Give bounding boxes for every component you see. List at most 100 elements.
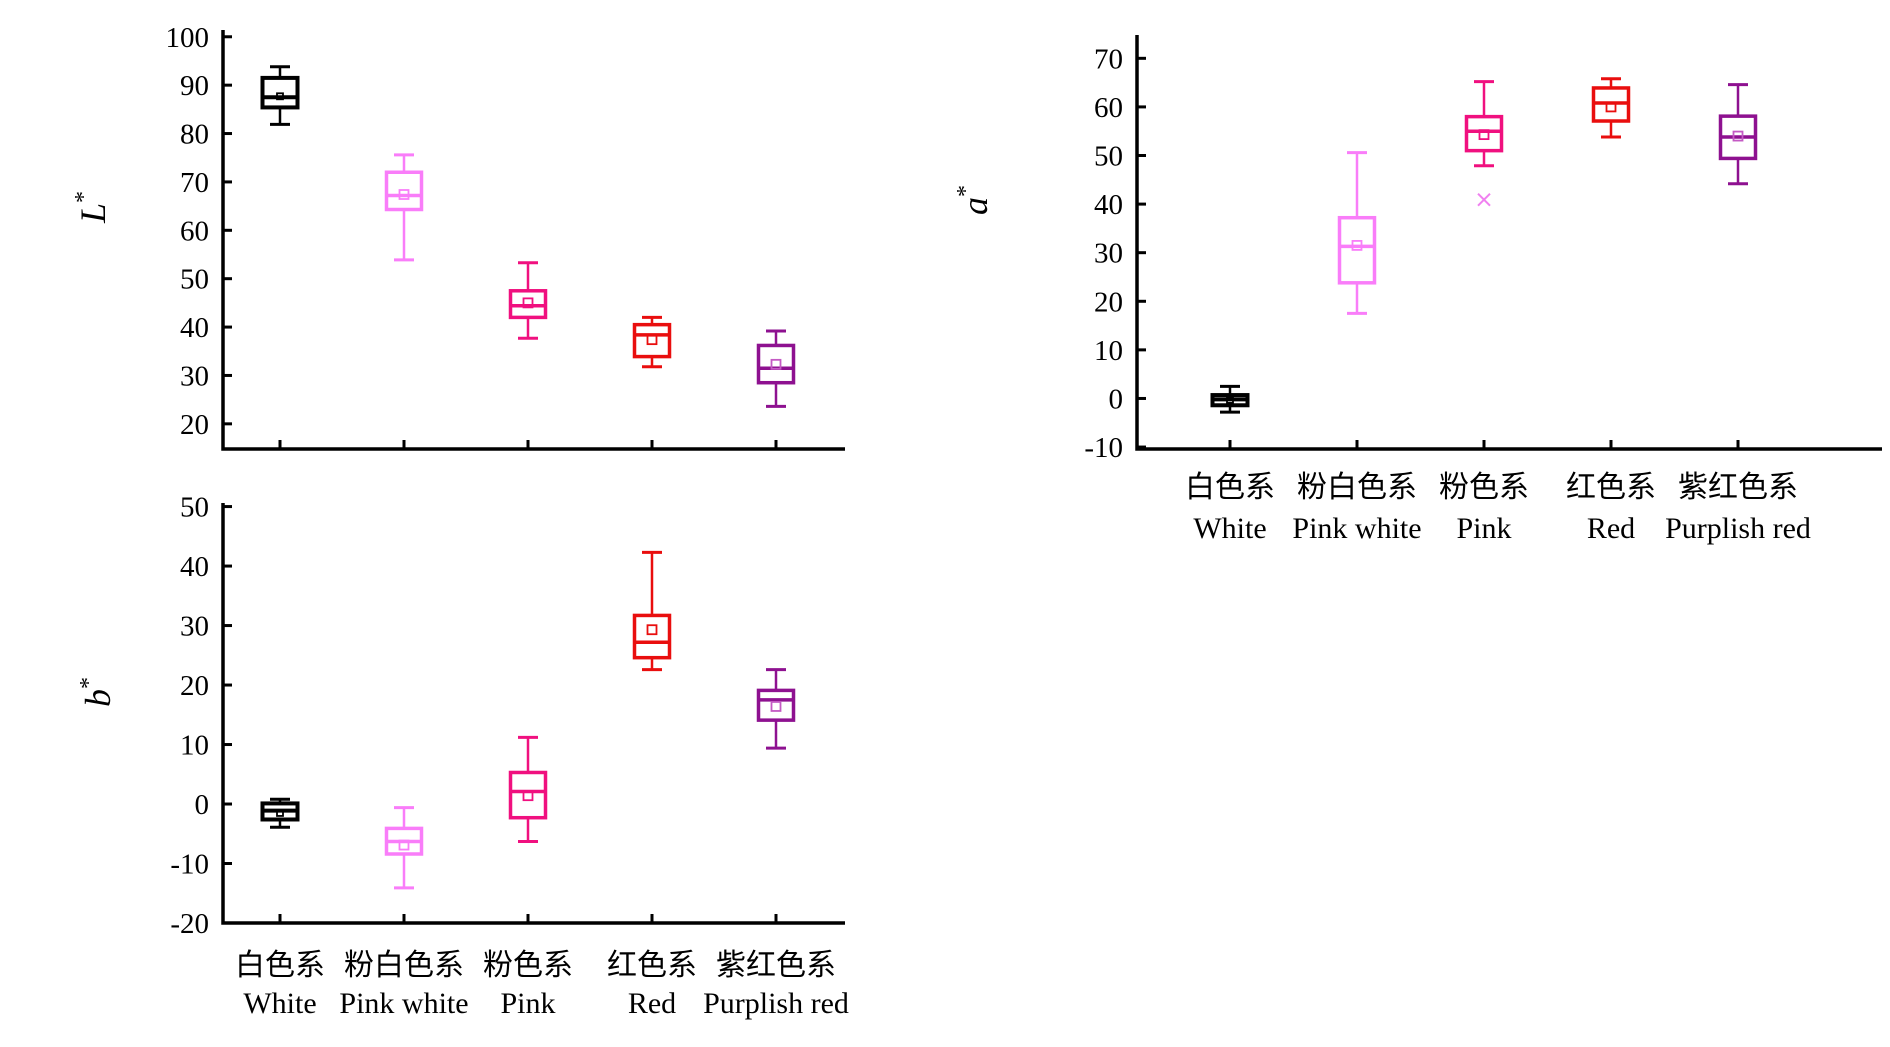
a-box-purplish-red — [1718, 83, 1758, 186]
category-label-zh: 粉白色系 — [1297, 471, 1417, 504]
a-y-axis-ticks: -10 0 10 20 30 40 50 60 70 — [1084, 43, 1146, 464]
y-tick-label: -10 — [170, 849, 209, 881]
iqr-box — [508, 770, 548, 820]
category-label-en: White — [243, 987, 316, 1020]
y-tick-label: 40 — [1094, 189, 1123, 221]
y-tick-label: 0 — [1109, 383, 1124, 415]
iqr-box — [756, 688, 796, 722]
L-box-red — [632, 315, 672, 369]
y-tick-label: -20 — [170, 908, 209, 940]
category-label-en: Pink — [1456, 512, 1511, 545]
chart-a-star: -10 0 10 20 30 40 50 60 70 a* 白色系 White 粉白色系 Pink whi… — [953, 35, 1882, 545]
category-label-zh: 紫红色系 — [716, 949, 836, 982]
b-box-pink-white — [384, 806, 424, 890]
category-label-en: Pink white — [1292, 512, 1421, 545]
b-category-labels: 白色系 White 粉白色系 Pink white 粉色系 Pink 红色系 Red 紫红色系 P… — [235, 949, 849, 1020]
y-tick-label: 30 — [180, 611, 209, 643]
iqr-box — [756, 343, 796, 385]
mean-marker — [522, 297, 534, 309]
category-label-zh: 粉色系 — [1439, 471, 1529, 504]
a-x-axis-ticks — [1228, 440, 1740, 449]
y-tick-label: 70 — [180, 167, 209, 199]
iqr-box — [632, 613, 672, 660]
y-tick-label: 20 — [180, 409, 209, 441]
L-box-pink — [508, 261, 548, 340]
a-box-red — [1591, 77, 1631, 139]
y-tick-label: 10 — [1094, 335, 1123, 367]
category-label-zh: 粉色系 — [483, 949, 573, 982]
mean-marker — [1732, 130, 1744, 142]
category-label-zh: 红色系 — [1566, 471, 1656, 504]
a-category-labels: 白色系 White 粉白色系 Pink white 粉色系 Pink 红色系 Red 紫红色系 P… — [1185, 471, 1811, 545]
y-tick-label: 0 — [195, 789, 210, 821]
b-x-axis-ticks — [278, 914, 778, 923]
y-tick-label: 80 — [180, 119, 209, 151]
y-tick-label: 40 — [180, 312, 209, 344]
outlier-x-stroke — [1477, 193, 1491, 207]
L-x-axis-ticks — [278, 440, 778, 449]
y-tick-label: 50 — [180, 492, 209, 524]
L-axis-title: L* — [71, 191, 113, 224]
b-y-axis-ticks: -20 -10 0 10 20 30 40 50 — [170, 492, 232, 940]
mean-marker — [1478, 129, 1490, 141]
a-box-pink — [1464, 80, 1504, 168]
a-box-white — [1210, 384, 1250, 414]
y-tick-label: 30 — [180, 360, 209, 392]
category-label-zh: 红色系 — [607, 949, 697, 982]
mean-marker — [646, 624, 658, 636]
category-label-en: White — [1193, 512, 1266, 545]
mean-marker — [770, 701, 782, 712]
chart-L-star: 20 30 40 50 60 70 80 90 100 L* — [71, 22, 845, 451]
y-tick-label: 50 — [180, 264, 209, 296]
y-tick-label: 70 — [1094, 43, 1123, 75]
y-tick-label: 90 — [180, 70, 209, 102]
y-tick-label: -10 — [1084, 432, 1123, 464]
mean-marker — [276, 809, 284, 817]
category-label-zh: 粉白色系 — [344, 949, 464, 982]
y-tick-label: 20 — [1094, 286, 1123, 318]
category-label-en: Red — [1587, 512, 1635, 545]
iqr-box — [632, 322, 672, 359]
b-box-red — [632, 550, 672, 672]
L-box-white — [260, 65, 300, 126]
b-axes — [221, 503, 845, 925]
mean-marker — [276, 92, 284, 101]
mean-marker — [1605, 101, 1617, 113]
category-label-en: Pink white — [339, 987, 468, 1020]
mean-marker — [1226, 396, 1234, 404]
mean-marker — [522, 790, 534, 802]
iqr-box — [1464, 114, 1504, 153]
y-tick-label: 100 — [166, 22, 210, 54]
mean-marker — [398, 839, 410, 851]
mean-marker — [398, 189, 410, 200]
category-label-zh: 白色系 — [1185, 471, 1275, 504]
mean-marker — [770, 358, 782, 370]
b-box-white — [260, 797, 300, 829]
a-axes — [1135, 35, 1882, 451]
y-tick-label: 50 — [1094, 141, 1123, 173]
y-tick-label: 30 — [1094, 238, 1123, 270]
category-label-en: Purplish red — [1665, 512, 1811, 545]
b-axis-title: b* — [76, 677, 118, 707]
L-box-purplish-red — [756, 329, 796, 408]
y-tick-label: 40 — [180, 551, 209, 583]
mean-marker — [1351, 240, 1363, 251]
b-box-pink — [508, 735, 548, 843]
y-tick-label: 10 — [180, 730, 209, 762]
a-box-pink-white — [1337, 151, 1377, 315]
y-tick-label: 60 — [180, 215, 209, 247]
chart-b-star: -20 -10 0 10 20 30 40 50 b* 白色系 White 粉白色系 Pink whit… — [76, 492, 849, 1020]
a-outlier-marker — [1477, 193, 1491, 207]
y-tick-label: 20 — [180, 670, 209, 702]
L-axes — [221, 30, 845, 451]
y-tick-label: 60 — [1094, 92, 1123, 124]
category-label-en: Purplish red — [703, 987, 849, 1020]
iqr-box — [384, 170, 424, 212]
category-label-zh: 紫红色系 — [1678, 471, 1798, 504]
category-label-en: Red — [628, 987, 676, 1020]
category-label-zh: 白色系 — [235, 949, 325, 982]
b-box-purplish-red — [756, 668, 796, 750]
mean-marker — [646, 334, 658, 346]
L-box-pink-white — [384, 153, 424, 262]
